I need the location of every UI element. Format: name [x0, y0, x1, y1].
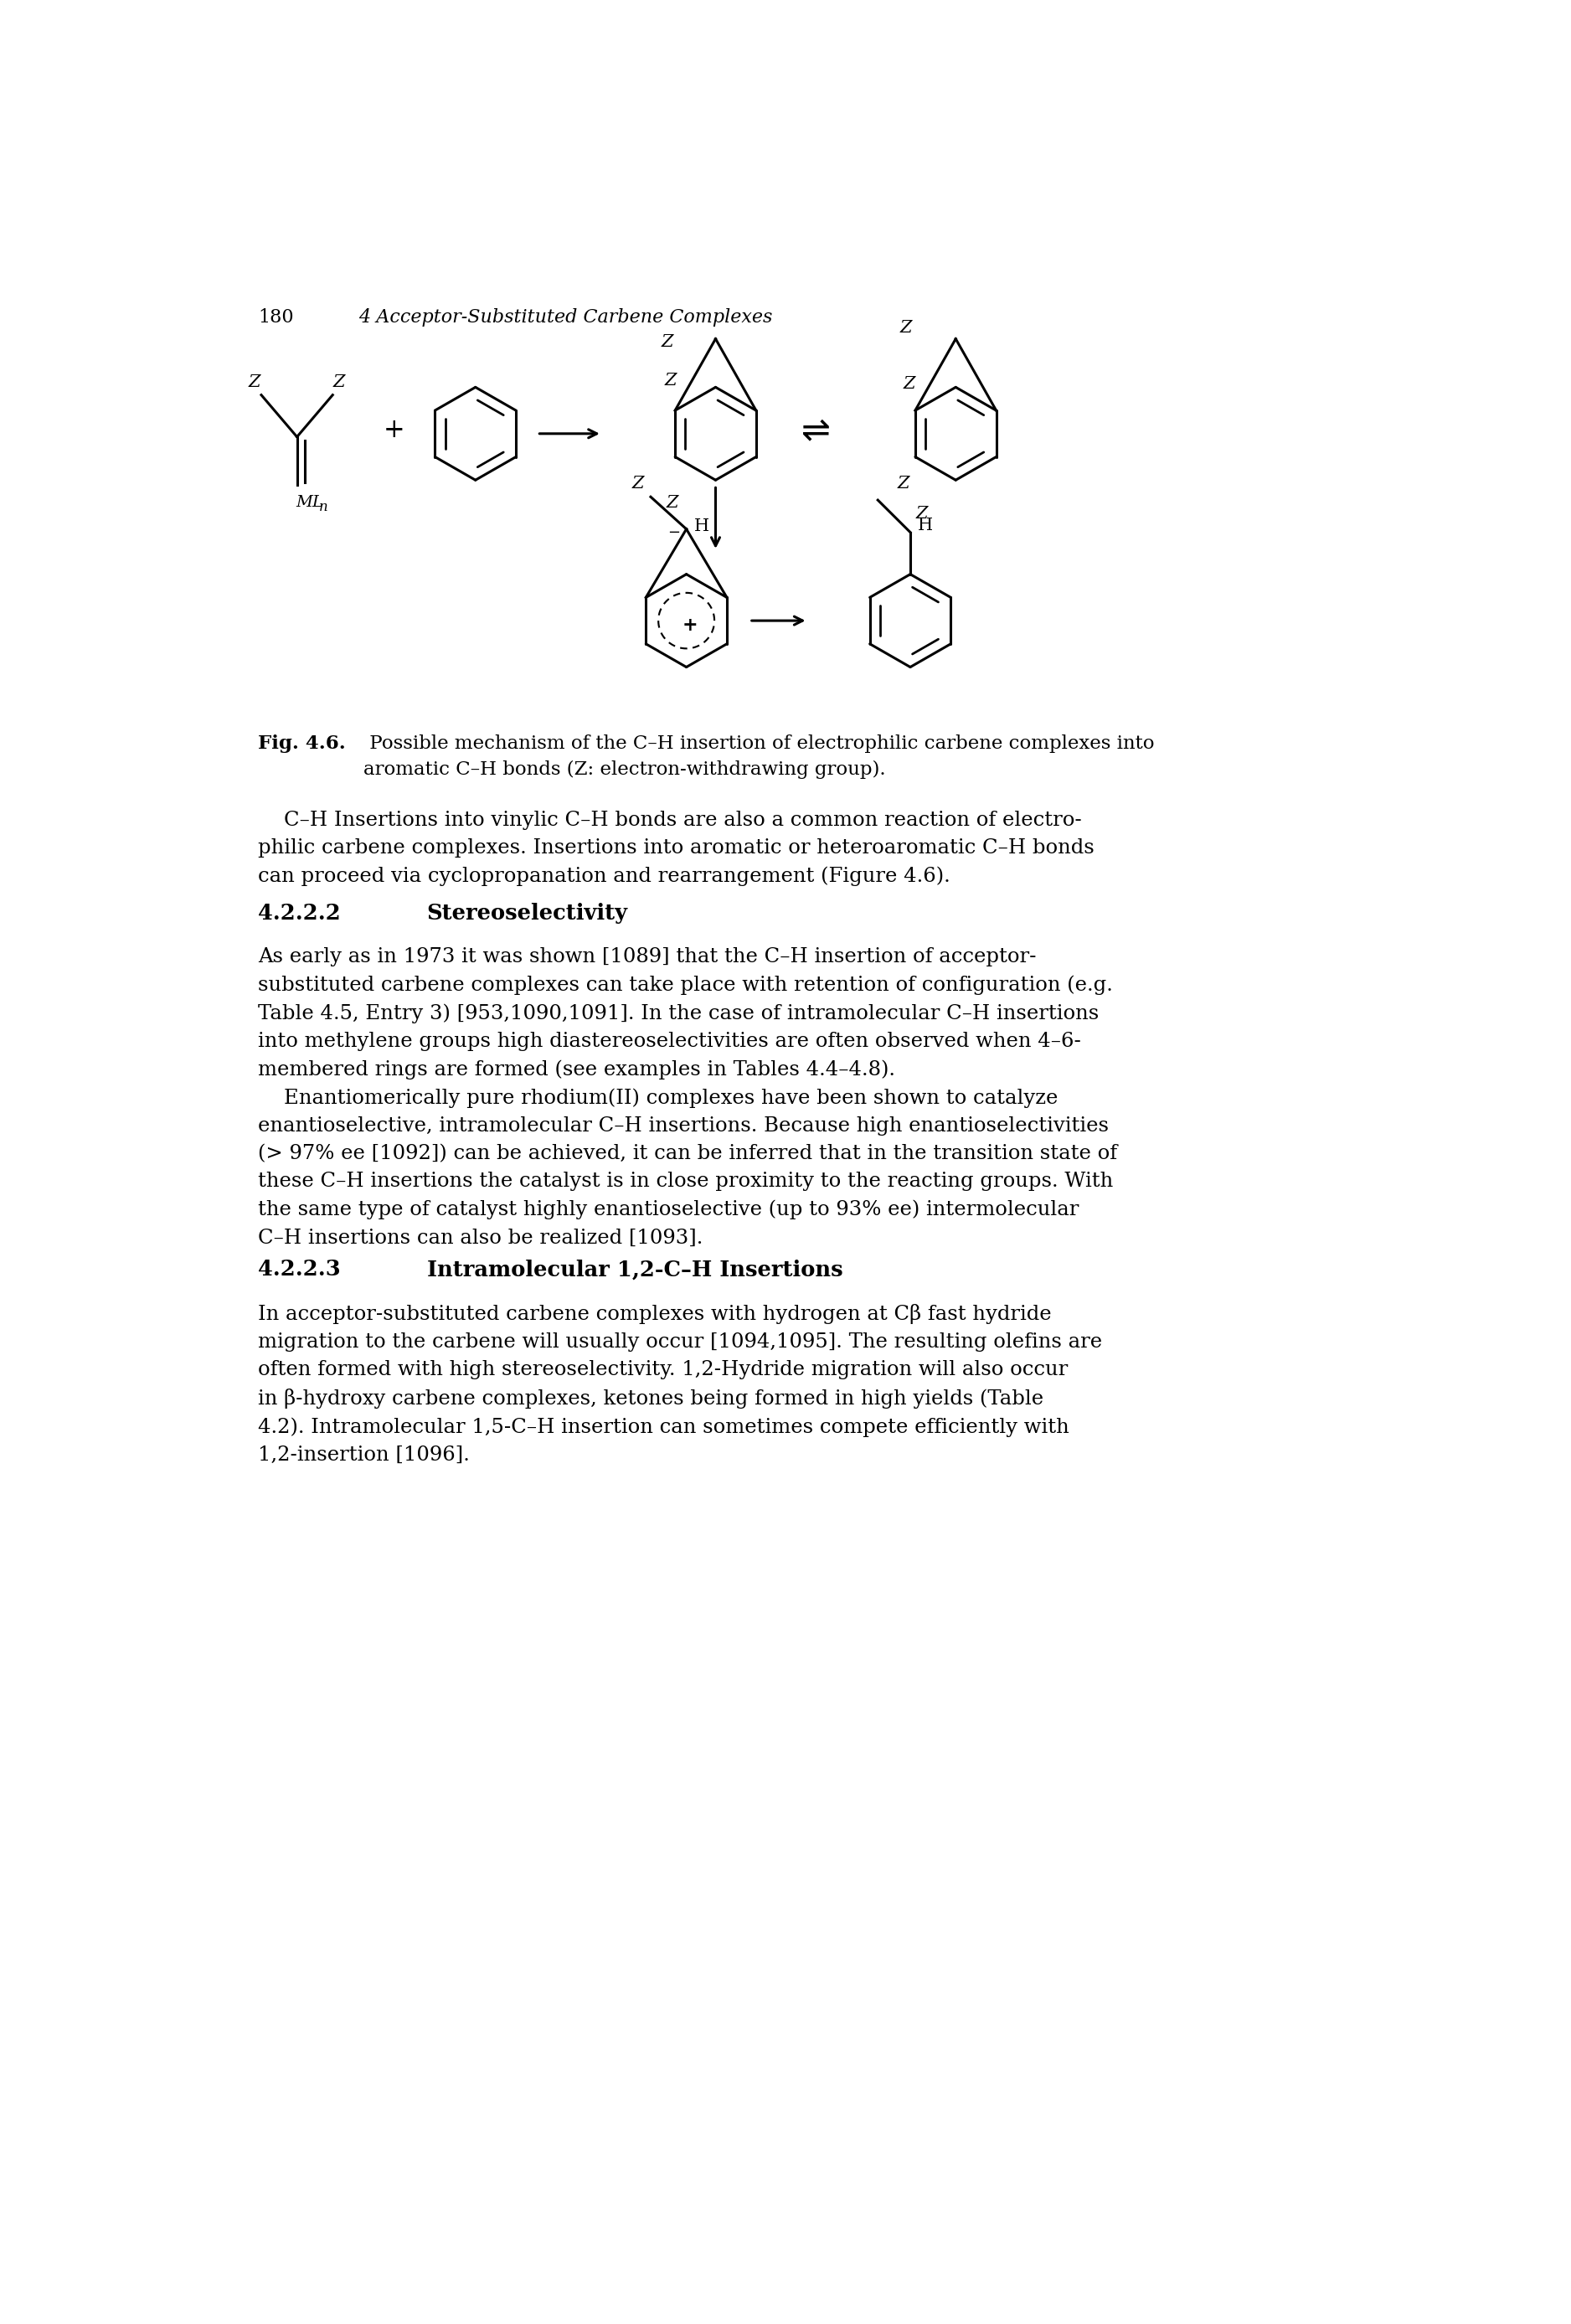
Text: n: n: [319, 500, 328, 514]
Text: ⇌: ⇌: [801, 414, 831, 449]
Text: 4 Acceptor-Substituted Carbene Complexes: 4 Acceptor-Substituted Carbene Complexes: [358, 307, 773, 325]
Text: +: +: [682, 616, 698, 634]
Text: Z: Z: [248, 374, 261, 390]
Text: 4.2.2.3: 4.2.2.3: [258, 1260, 341, 1281]
Text: Z: Z: [897, 476, 910, 493]
Text: Z: Z: [666, 495, 679, 511]
Text: C–H Insertions into vinylic C–H bonds are also a common reaction of electro-
phi: C–H Insertions into vinylic C–H bonds ar…: [258, 811, 1095, 885]
Text: Z: Z: [333, 374, 346, 390]
Text: As early as in 1973 it was shown [1089] that the C–H insertion of acceptor-
subs: As early as in 1973 it was shown [1089] …: [258, 948, 1117, 1248]
Text: Z: Z: [903, 376, 916, 390]
Text: Z: Z: [665, 372, 677, 388]
Text: +: +: [383, 418, 405, 444]
Text: 4.2.2.2: 4.2.2.2: [258, 902, 341, 923]
Text: ML: ML: [295, 495, 324, 509]
Text: −: −: [668, 525, 680, 541]
Text: 180: 180: [258, 307, 294, 325]
Text: Z: Z: [916, 504, 927, 521]
Text: Z: Z: [900, 321, 911, 335]
Text: H: H: [917, 518, 933, 535]
Text: H: H: [694, 518, 710, 535]
Text: Fig. 4.6.: Fig. 4.6.: [258, 734, 346, 753]
Text: Possible mechanism of the C–H insertion of electrophilic carbene complexes into
: Possible mechanism of the C–H insertion …: [364, 734, 1155, 779]
Text: Intramolecular 1,2-C–H Insertions: Intramolecular 1,2-C–H Insertions: [427, 1260, 842, 1281]
Text: Z: Z: [632, 476, 644, 493]
Text: Z: Z: [661, 335, 674, 351]
Text: In acceptor-substituted carbene complexes with hydrogen at Cβ fast hydride
migra: In acceptor-substituted carbene complexe…: [258, 1304, 1103, 1464]
Text: Stereoselectivity: Stereoselectivity: [427, 902, 628, 923]
